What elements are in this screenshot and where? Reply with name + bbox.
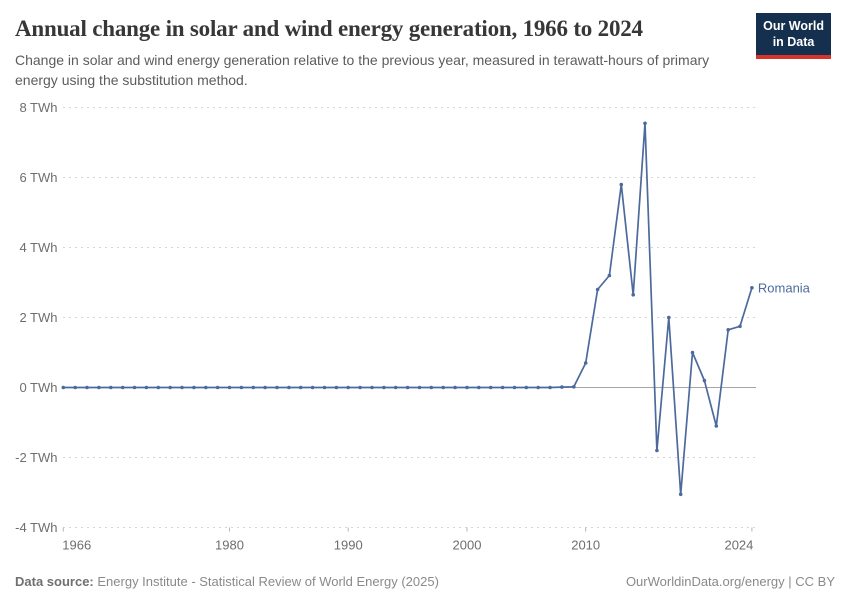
data-point-1983[interactable]	[263, 385, 267, 390]
data-point-1980[interactable]	[227, 385, 232, 390]
data-point-2020[interactable]	[702, 378, 707, 383]
data-point-1996[interactable]	[417, 385, 422, 390]
owid-logo-line1: Our World	[763, 19, 824, 33]
data-point-1976[interactable]	[180, 385, 184, 390]
y-axis-label-6twh: 6 TWh	[19, 170, 57, 185]
chart-subtitle: Change in solar and wind energy generati…	[15, 52, 710, 88]
data-point-1989[interactable]	[334, 385, 339, 390]
data-point-2011[interactable]	[595, 287, 600, 292]
data-point-1967[interactable]	[73, 385, 77, 390]
data-point-2018[interactable]	[678, 492, 683, 497]
data-point-1973[interactable]	[144, 385, 149, 390]
owid-logo-line2: in Data	[772, 35, 815, 50]
data-point-1991[interactable]	[358, 385, 362, 390]
data-point-2001[interactable]	[477, 385, 481, 390]
data-point-1970[interactable]	[109, 385, 113, 390]
data-point-2017[interactable]	[667, 315, 671, 320]
data-point-1994[interactable]	[393, 385, 398, 390]
data-point-2014[interactable]	[631, 293, 635, 297]
data-point-1969[interactable]	[97, 385, 101, 390]
data-point-2024[interactable]	[750, 286, 754, 290]
data-point-2009[interactable]	[572, 385, 576, 389]
x-axis-label-1980: 1980	[215, 538, 244, 553]
data-point-1974[interactable]	[156, 385, 161, 390]
y-axis-label-0twh: 0 TWh	[19, 380, 57, 395]
owid-logo: Our World in Data	[756, 13, 831, 59]
y-axis-label-2twh: 2 TWh	[19, 310, 57, 325]
data-source-text: Energy Institute - Statistical Review of…	[97, 574, 439, 589]
data-point-2000[interactable]	[465, 385, 469, 390]
data-point-1988[interactable]	[322, 385, 327, 390]
data-point-2013[interactable]	[619, 182, 624, 187]
data-point-2016[interactable]	[655, 448, 659, 453]
data-point-1986[interactable]	[298, 385, 303, 390]
data-point-1985[interactable]	[287, 385, 291, 390]
x-axis-label-2024: 2024	[724, 538, 753, 553]
x-axis-label-1990: 1990	[334, 538, 363, 553]
data-point-1999[interactable]	[453, 385, 457, 390]
data-point-2010[interactable]	[583, 361, 588, 365]
data-point-1997[interactable]	[429, 385, 434, 390]
y-axis-label--4twh: -4 TWh	[15, 520, 57, 535]
page-title: Annual change in solar and wind energy g…	[15, 16, 643, 41]
chart-header: Annual change in solar and wind energy g…	[15, 16, 835, 91]
data-source-label: Data source:	[15, 574, 94, 589]
data-point-1993[interactable]	[382, 385, 386, 390]
romania-line-series[interactable]	[62, 122, 753, 496]
data-point-2008[interactable]	[560, 385, 564, 389]
owid-credit-link: OurWorldinData.org/energy | CC BY	[625, 574, 835, 589]
data-point-2022[interactable]	[726, 328, 730, 332]
data-point-1998[interactable]	[441, 385, 446, 390]
y-axis-label-4twh: 4 TWh	[19, 240, 57, 255]
data-point-2021[interactable]	[714, 424, 719, 428]
chart-footer: Data source: Energy Institute - Statisti…	[15, 574, 835, 589]
data-point-2015[interactable]	[643, 121, 647, 126]
data-point-2023[interactable]	[738, 324, 742, 329]
data-point-2002[interactable]	[488, 385, 493, 390]
series-label-romania[interactable]: Romania	[758, 280, 811, 295]
data-point-2003[interactable]	[500, 385, 505, 390]
data-point-1982[interactable]	[251, 385, 256, 390]
data-point-1968[interactable]	[85, 385, 89, 390]
data-point-2005[interactable]	[524, 385, 529, 390]
data-point-1979[interactable]	[215, 385, 220, 390]
data-source-note: Data source: Energy Institute - Statisti…	[15, 574, 439, 589]
data-point-1984[interactable]	[275, 385, 279, 390]
data-point-1978[interactable]	[204, 385, 208, 390]
x-axis-label-2010: 2010	[571, 538, 600, 553]
x-axis-label-2000: 2000	[453, 538, 482, 553]
data-point-1972[interactable]	[132, 385, 137, 390]
data-point-1992[interactable]	[370, 385, 374, 390]
data-point-2012[interactable]	[607, 273, 612, 278]
x-axis-label-1966: 1966	[62, 538, 91, 553]
data-point-1981[interactable]	[239, 385, 244, 390]
y-axis-label-8twh: 8 TWh	[19, 100, 57, 115]
data-point-1971[interactable]	[120, 385, 125, 390]
data-point-2006[interactable]	[536, 385, 540, 390]
data-point-1990[interactable]	[346, 385, 351, 390]
data-point-2007[interactable]	[548, 385, 552, 390]
data-point-1987[interactable]	[310, 385, 315, 390]
data-point-1995[interactable]	[405, 385, 410, 390]
data-point-2019[interactable]	[690, 350, 695, 355]
y-axis-label--2twh: -2 TWh	[15, 450, 57, 465]
data-point-1975[interactable]	[168, 385, 172, 390]
data-point-1977[interactable]	[192, 385, 196, 390]
data-point-2004[interactable]	[512, 385, 517, 390]
data-point-1966[interactable]	[61, 385, 66, 390]
